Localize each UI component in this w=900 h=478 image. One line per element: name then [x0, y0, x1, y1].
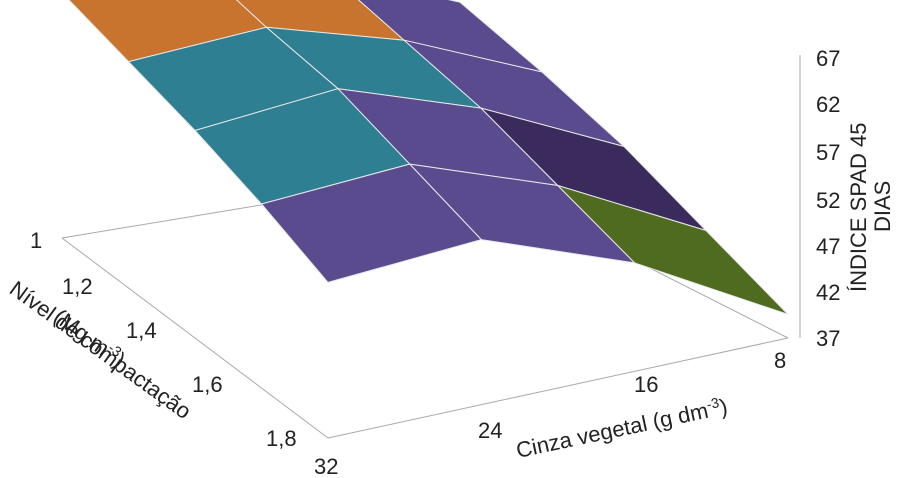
y-tick-16: 16: [634, 372, 658, 397]
z-axis-title-line2: DIAS: [870, 181, 895, 232]
y-tick-32: 32: [314, 454, 338, 478]
surface-patch-3-2: [260, 163, 483, 283]
y-tick-24: 24: [478, 418, 502, 443]
floor-edge-front-left: [61, 237, 329, 439]
x-tick-1-8: 1,8: [266, 426, 297, 451]
y-axis-title: Cinza vegetal (g dm-3): [514, 393, 730, 463]
z-tick-67: 67: [816, 46, 840, 71]
x-axis-unit: (Mg m-3): [49, 303, 131, 372]
z-tick-37: 37: [816, 326, 840, 351]
z-tick-52: 52: [816, 188, 840, 213]
spad-surface: [68, 0, 789, 315]
z-tick-42: 42: [816, 280, 840, 305]
z-axis-title-line1: ÍNDICE SPAD 45: [846, 122, 871, 292]
x-axis-ticks: 1 1,2 1,4 1,6 1,8: [30, 228, 297, 451]
z-axis-ticks: 67 62 57 52 47 42 37: [816, 46, 840, 351]
z-tick-47: 47: [816, 234, 840, 259]
x-tick-1-2: 1,2: [62, 274, 93, 299]
y-axis-ticks: 8 16 24 32: [314, 348, 786, 478]
x-tick-1-6: 1,6: [192, 372, 223, 397]
z-tick-57: 57: [816, 140, 840, 165]
surface-patch-3-0: [557, 185, 789, 315]
x-tick-1-4: 1,4: [126, 318, 157, 343]
y-tick-8: 8: [774, 348, 786, 373]
x-tick-1: 1: [30, 228, 42, 253]
floor-edge-front-right: [327, 337, 789, 439]
z-tick-62: 62: [816, 92, 840, 117]
